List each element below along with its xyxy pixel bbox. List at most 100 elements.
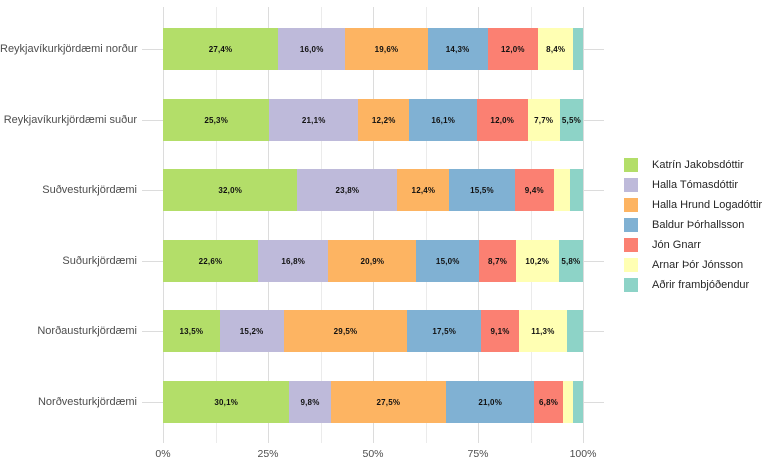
- bar-segment: 12,2%: [358, 99, 410, 141]
- bar-segment: 12,0%: [487, 28, 539, 70]
- bar-segment: 15,2%: [219, 310, 284, 352]
- bar-segment: [566, 310, 583, 352]
- segment-value-label: 9,1%: [490, 326, 510, 336]
- bar-segment: 10,2%: [515, 240, 559, 282]
- segment-value-label: 21,0%: [478, 397, 503, 407]
- bar-segment: 32,0%: [163, 169, 298, 211]
- legend-entry: Jón Gnarr: [624, 235, 701, 255]
- y-axis-labels: Reykjavíkurkjördæmi norður Reykjavíkurkjö…: [0, 0, 138, 469]
- bar-4: 22,6% 16,8% 20,9% 15,0% 8,7% 10,2% 5,8%: [163, 240, 584, 282]
- bar-segment: 7,7%: [527, 99, 560, 141]
- bar-segment: 21,1%: [269, 99, 359, 141]
- segment-value-label: 8,7%: [488, 256, 508, 266]
- bar-segment: 8,4%: [538, 28, 574, 70]
- segment-value-label: 17,5%: [432, 326, 457, 336]
- segment-value-label: 19,6%: [374, 44, 399, 54]
- bar-segment: 5,5%: [559, 99, 583, 141]
- legend-label: Jón Gnarr: [652, 239, 701, 251]
- bar-6: 30,1% 9,8% 27,5% 21,0% 6,8%: [163, 381, 583, 423]
- bar-segment: 30,1%: [163, 381, 290, 423]
- bar-segment: 27,4%: [163, 28, 279, 70]
- legend-label: Aðrir frambjóðendur: [652, 279, 750, 291]
- x-gridline-major: [478, 7, 479, 443]
- legend-label: Halla Hrund Logadóttir: [652, 199, 763, 211]
- bar-segment: [573, 381, 583, 423]
- segment-value-label: 22,6%: [198, 256, 223, 266]
- segment-value-label: 21,1%: [301, 115, 326, 125]
- bar-segment: 21,0%: [446, 381, 535, 423]
- x-gridline-major: [163, 7, 164, 443]
- x-gridline-minor: [215, 7, 217, 443]
- bar-segment: 29,5%: [283, 310, 408, 352]
- x-tick-label: 50%: [362, 448, 384, 460]
- segment-value-label: 16,0%: [299, 44, 324, 54]
- legend-swatch: [624, 238, 638, 252]
- segment-value-label: 16,8%: [281, 256, 306, 266]
- segment-value-label: 30,1%: [214, 397, 239, 407]
- legend-entry: Baldur Þórhallsson: [624, 215, 744, 235]
- category-label: Norðvesturkjördæmi: [37, 396, 137, 408]
- bar-segment: 14,3%: [427, 28, 488, 70]
- x-gridline-major: [373, 7, 374, 443]
- segment-value-label: 12,0%: [501, 44, 525, 54]
- legend-label: Katrín Jakobsdóttir: [652, 159, 744, 171]
- bar-segment: 27,5%: [330, 381, 447, 423]
- segment-value-label: 15,2%: [239, 326, 264, 336]
- bar-segment: [554, 169, 570, 211]
- segment-value-label: 16,1%: [431, 115, 456, 125]
- bar-segment: 11,3%: [519, 310, 567, 352]
- x-tick-label: 75%: [467, 448, 489, 460]
- segment-value-label: 12,4%: [411, 185, 436, 195]
- category-label: Suðurkjördæmi: [62, 255, 137, 267]
- legend-entry: Arnar Þór Jónsson: [624, 255, 743, 275]
- bar-segment: 20,9%: [328, 240, 417, 282]
- segment-value-label: 27,5%: [376, 397, 401, 407]
- bar-3: 32,0% 23,8% 12,4% 15,5% 9,4%: [163, 169, 583, 211]
- legend-swatch: [624, 158, 638, 172]
- bar-segment: 16,0%: [278, 28, 346, 70]
- segment-value-label: 9,8%: [300, 397, 320, 407]
- bar-segment: 12,0%: [477, 99, 528, 141]
- bar-segment: 19,6%: [345, 28, 428, 70]
- bar-segment: 9,4%: [514, 169, 555, 211]
- segment-value-label: 23,8%: [335, 185, 360, 195]
- segment-value-label: 9,4%: [524, 185, 544, 195]
- segment-value-label: 11,3%: [531, 326, 555, 336]
- legend-swatch: [624, 278, 638, 292]
- bar-segment: 17,5%: [407, 310, 481, 352]
- segment-value-label: 15,5%: [470, 185, 494, 195]
- legend-entry: Katrín Jakobsdóttir: [624, 155, 744, 175]
- segment-value-label: 12,0%: [490, 115, 515, 125]
- legend-swatch: [624, 178, 638, 192]
- legend-swatch: [624, 198, 638, 212]
- legend-label: Halla Tómasdóttir: [652, 179, 738, 191]
- legend-entry: Halla Hrund Logadóttir: [624, 195, 762, 215]
- x-gridline-major: [583, 7, 584, 443]
- bar-segment: 16,1%: [409, 99, 478, 141]
- segment-value-label: 32,0%: [218, 185, 243, 195]
- segment-value-label: 15,0%: [435, 256, 460, 266]
- bar-segment: [573, 28, 583, 70]
- bar-segment: 8,7%: [479, 240, 516, 282]
- category-label: Reykjavíkurkjördæmi norður: [0, 43, 138, 55]
- segment-value-label: 6,8%: [539, 397, 559, 407]
- category-label: Suðvesturkjördæmi: [42, 184, 137, 196]
- legend-entry: Halla Tómasdóttir: [624, 175, 738, 195]
- segment-value-label: 13,5%: [179, 326, 204, 336]
- x-gridline-major: [268, 7, 269, 443]
- bar-5: 13,5% 15,2% 29,5% 17,5% 9,1% 11,3%: [163, 310, 583, 352]
- category-label: Reykjavíkurkjördæmi suður: [3, 114, 137, 126]
- bar-2: 25,3% 21,1% 12,2% 16,1% 12,0% 7,7% 5,5%: [163, 99, 583, 141]
- segment-value-label: 5,5%: [561, 115, 581, 125]
- legend-label: Baldur Þórhallsson: [652, 219, 745, 231]
- legend-entry: Aðrir frambjóðendur: [624, 275, 749, 295]
- bar-segment: 6,8%: [534, 381, 563, 423]
- bar-segment: 9,1%: [480, 310, 520, 352]
- plot-panel: 27,4% 16,0% 19,6% 14,3% 12,0% 8,4% 25,3% 21,1% 1…: [142, 7, 604, 443]
- bar-segment: 5,8%: [558, 240, 584, 282]
- bar-segment: 12,4%: [397, 169, 450, 211]
- bar-segment: 15,5%: [449, 169, 515, 211]
- segment-value-label: 20,9%: [360, 256, 385, 266]
- bar-segment: [562, 381, 574, 423]
